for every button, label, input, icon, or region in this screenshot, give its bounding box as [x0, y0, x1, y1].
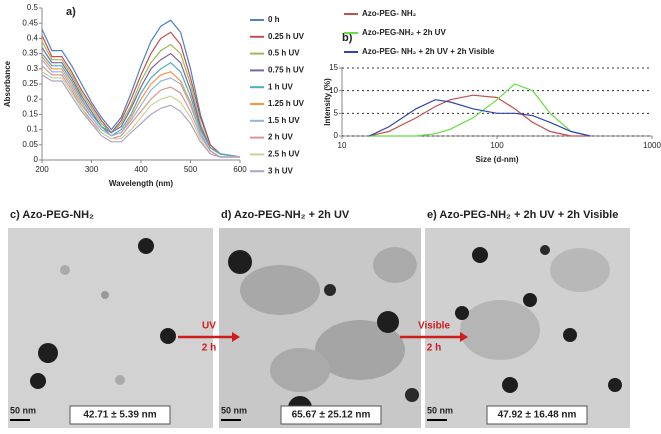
- legend-label: 0.75 h UV: [268, 66, 305, 75]
- scale-bar-label: 50 nm: [10, 405, 36, 415]
- y-tick-label: 0.05: [22, 140, 38, 149]
- panel-title: e) Azo-PEG-NH₂ + 2h UV + 2h Visible: [427, 209, 618, 221]
- series-line: [41, 59, 240, 158]
- size-value: 65.67 ± 25.12 nm: [292, 410, 371, 421]
- y-tick-label: 0.35: [22, 49, 38, 58]
- size-value: 42.71 ± 5.39 nm: [83, 410, 156, 421]
- scale-bar-label: 50 nm: [427, 405, 453, 415]
- arrow-head: [460, 332, 468, 342]
- y-tick-label: 0: [334, 131, 339, 140]
- arrow-label: Visible: [418, 321, 450, 332]
- x-tick-label: 400: [134, 165, 148, 174]
- arrow-head: [232, 332, 240, 342]
- size-box: [486, 405, 588, 425]
- y-tick-label: 0.5: [27, 3, 39, 12]
- legend-label: 1 h UV: [268, 82, 294, 91]
- y-tick-label: 0: [34, 155, 39, 164]
- series-line: [41, 71, 240, 158]
- y-tick-label: 0.25: [22, 79, 38, 88]
- legend-label: Azo-PEG- NH₂: [362, 9, 417, 18]
- x-tick-label: 100: [490, 141, 504, 150]
- series-line: [41, 74, 240, 158]
- y-tick-label: 0.15: [22, 110, 38, 119]
- legend-label: 2 h UV: [268, 133, 294, 142]
- y-tick-label: 0.2: [27, 94, 39, 103]
- legend-label: Azo-PEG- NH₂ + 2h UV + 2h Visible: [362, 47, 495, 56]
- legend-label: 1.5 h UV: [268, 116, 300, 125]
- x-axis-label: Size (d-nm): [475, 155, 518, 164]
- series-line: [41, 53, 241, 158]
- panel-label: b): [342, 32, 353, 44]
- series-line: [41, 31, 241, 158]
- tem-image-e: [425, 228, 630, 428]
- panel-title: c) Azo-PEG-NH₂: [10, 209, 94, 221]
- y-tick-label: 5: [334, 108, 339, 117]
- scale-bar-label: 50 nm: [221, 405, 247, 415]
- series-line: [41, 47, 241, 158]
- arrow-label: UV: [202, 321, 216, 332]
- legend-label: 0 h: [268, 15, 280, 24]
- y-axis-label: Absorbance: [3, 60, 12, 107]
- size-box: [280, 405, 382, 425]
- series-line: [369, 94, 591, 137]
- y-tick-label: 0.45: [22, 18, 38, 27]
- arrow-time: 2 h: [202, 343, 216, 354]
- legend-label: 0.5 h UV: [268, 49, 300, 58]
- series-line: [41, 65, 240, 158]
- x-tick-label: 600: [233, 165, 247, 174]
- x-tick-label: 1000: [643, 141, 661, 150]
- series-line: [369, 99, 591, 137]
- tem-image-c: [8, 228, 213, 428]
- legend-label: 2.5 h UV: [268, 150, 300, 159]
- y-tick-label: 15: [329, 63, 338, 72]
- y-tick-label: 0.3: [27, 64, 39, 73]
- x-axis-label: Wavelength (nm): [109, 179, 173, 188]
- legend-label: Azo-PEG-NH₂ + 2h UV: [362, 28, 446, 37]
- y-axis-label: Intensity (%): [323, 78, 332, 126]
- y-tick-label: 0.4: [27, 34, 39, 43]
- legend-label: 1.25 h UV: [268, 99, 305, 108]
- x-tick-label: 500: [184, 165, 198, 174]
- series-line: [41, 19, 241, 158]
- panel-title: d) Azo-PEG-NH₂ + 2h UV: [221, 209, 350, 221]
- y-tick-label: 10: [329, 86, 338, 95]
- panel-label: a): [66, 6, 76, 18]
- arrow-time: 2 h: [427, 343, 441, 354]
- x-tick-label: 200: [35, 165, 49, 174]
- size-value: 47.92 ± 16.48 nm: [498, 410, 577, 421]
- tem-image-d: [219, 228, 421, 428]
- series-line: [369, 83, 591, 137]
- legend-label: 3 h UV: [268, 166, 294, 175]
- series-line: [41, 41, 241, 158]
- x-tick-label: 10: [338, 141, 347, 150]
- x-tick-label: 300: [85, 165, 99, 174]
- legend-label: 0.25 h UV: [268, 32, 305, 41]
- size-box: [69, 405, 171, 425]
- y-tick-label: 0.1: [27, 125, 39, 134]
